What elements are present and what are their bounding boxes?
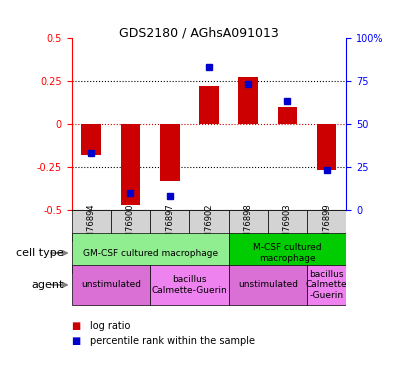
Text: cell type: cell type: [16, 248, 64, 258]
Bar: [199, 86, 219, 124]
Text: bacillus
Calmette
-Guerin: bacillus Calmette -Guerin: [306, 270, 347, 300]
Text: ■: ■: [72, 321, 84, 331]
Bar: [72, 210, 111, 242]
Text: M-CSF cultured
macrophage: M-CSF cultured macrophage: [253, 243, 322, 263]
Text: agent: agent: [31, 280, 64, 290]
Text: percentile rank within the sample: percentile rank within the sample: [90, 336, 255, 346]
Bar: [150, 210, 189, 242]
Text: log ratio: log ratio: [90, 321, 130, 331]
Bar: [317, 124, 336, 170]
Text: GSM76899: GSM76899: [322, 203, 331, 249]
Bar: [72, 265, 150, 305]
Bar: [160, 124, 179, 181]
Text: ■: ■: [72, 336, 84, 346]
Bar: [72, 233, 228, 273]
Text: GSM76898: GSM76898: [244, 203, 253, 249]
Bar: [82, 124, 101, 155]
Text: GM-CSF cultured macrophage: GM-CSF cultured macrophage: [82, 249, 218, 258]
Text: GSM76903: GSM76903: [283, 203, 292, 249]
Bar: [189, 210, 228, 242]
Bar: [238, 77, 258, 124]
Text: GSM76900: GSM76900: [126, 203, 135, 249]
Text: unstimulated: unstimulated: [81, 280, 141, 290]
Bar: [228, 233, 346, 273]
Text: GDS2180 / AGhsA091013: GDS2180 / AGhsA091013: [119, 26, 279, 39]
Bar: [277, 106, 297, 124]
Text: GSM76894: GSM76894: [87, 203, 96, 249]
Bar: [307, 210, 346, 242]
Bar: [150, 265, 228, 305]
Bar: [121, 124, 140, 205]
Text: GSM76902: GSM76902: [205, 203, 213, 249]
Text: unstimulated: unstimulated: [238, 280, 298, 290]
Bar: [228, 265, 307, 305]
Bar: [268, 210, 307, 242]
Text: bacillus
Calmette-Guerin: bacillus Calmette-Guerin: [152, 275, 227, 295]
Text: GSM76897: GSM76897: [165, 203, 174, 249]
Bar: [307, 265, 346, 305]
Bar: [111, 210, 150, 242]
Bar: [228, 210, 268, 242]
